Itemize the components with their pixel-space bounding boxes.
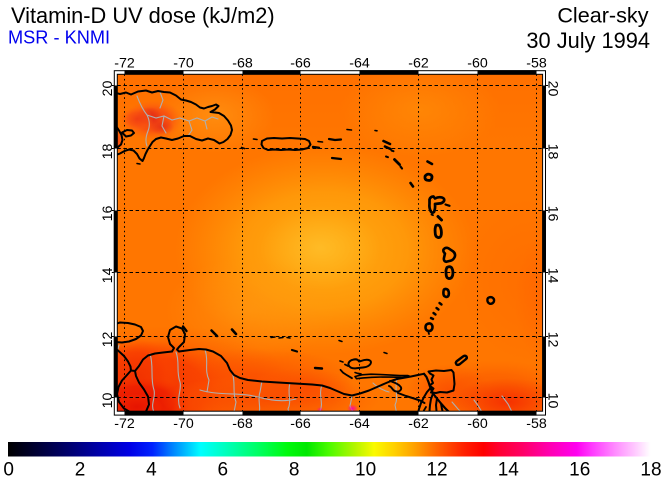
svg-text:-58: -58 — [526, 416, 547, 432]
svg-text:MSR - KNMI: MSR - KNMI — [8, 28, 110, 48]
svg-text:-68: -68 — [232, 56, 253, 72]
svg-text:14: 14 — [545, 268, 561, 284]
svg-text:16: 16 — [569, 460, 590, 480]
svg-text:8: 8 — [289, 460, 300, 480]
svg-text:10: 10 — [545, 393, 561, 409]
svg-text:18: 18 — [545, 144, 561, 160]
svg-text:16: 16 — [545, 206, 561, 222]
svg-text:-72: -72 — [114, 416, 135, 432]
svg-text:-62: -62 — [408, 416, 429, 432]
svg-text:10: 10 — [355, 460, 376, 480]
svg-text:14: 14 — [100, 268, 116, 284]
svg-text:0: 0 — [3, 460, 14, 480]
svg-text:Vitamin-D UV dose (kJ/m2): Vitamin-D UV dose (kJ/m2) — [11, 3, 275, 28]
svg-text:-72: -72 — [114, 56, 135, 72]
svg-text:Clear-sky: Clear-sky — [557, 2, 648, 27]
svg-text:2: 2 — [75, 460, 86, 480]
svg-text:10: 10 — [100, 393, 116, 409]
svg-text:-60: -60 — [467, 56, 488, 72]
svg-text:-64: -64 — [349, 416, 370, 432]
svg-text:-64: -64 — [349, 56, 370, 72]
svg-text:4: 4 — [146, 460, 157, 480]
svg-text:30 July 1994: 30 July 1994 — [526, 28, 650, 53]
svg-text:12: 12 — [100, 332, 116, 348]
svg-text:18: 18 — [100, 144, 116, 160]
svg-text:-62: -62 — [408, 56, 429, 72]
svg-text:-66: -66 — [290, 56, 311, 72]
svg-text:20: 20 — [100, 81, 116, 97]
svg-text:6: 6 — [218, 460, 229, 480]
svg-text:14: 14 — [498, 460, 520, 480]
svg-text:-70: -70 — [173, 56, 194, 72]
svg-text:18: 18 — [640, 460, 661, 480]
svg-text:-70: -70 — [173, 416, 194, 432]
svg-text:16: 16 — [100, 206, 116, 222]
svg-text:12: 12 — [426, 460, 447, 480]
svg-text:-60: -60 — [467, 416, 488, 432]
svg-text:12: 12 — [545, 332, 561, 348]
svg-text:-66: -66 — [290, 416, 311, 432]
svg-text:20: 20 — [545, 81, 561, 97]
svg-text:-68: -68 — [232, 416, 253, 432]
svg-text:-58: -58 — [526, 56, 547, 72]
